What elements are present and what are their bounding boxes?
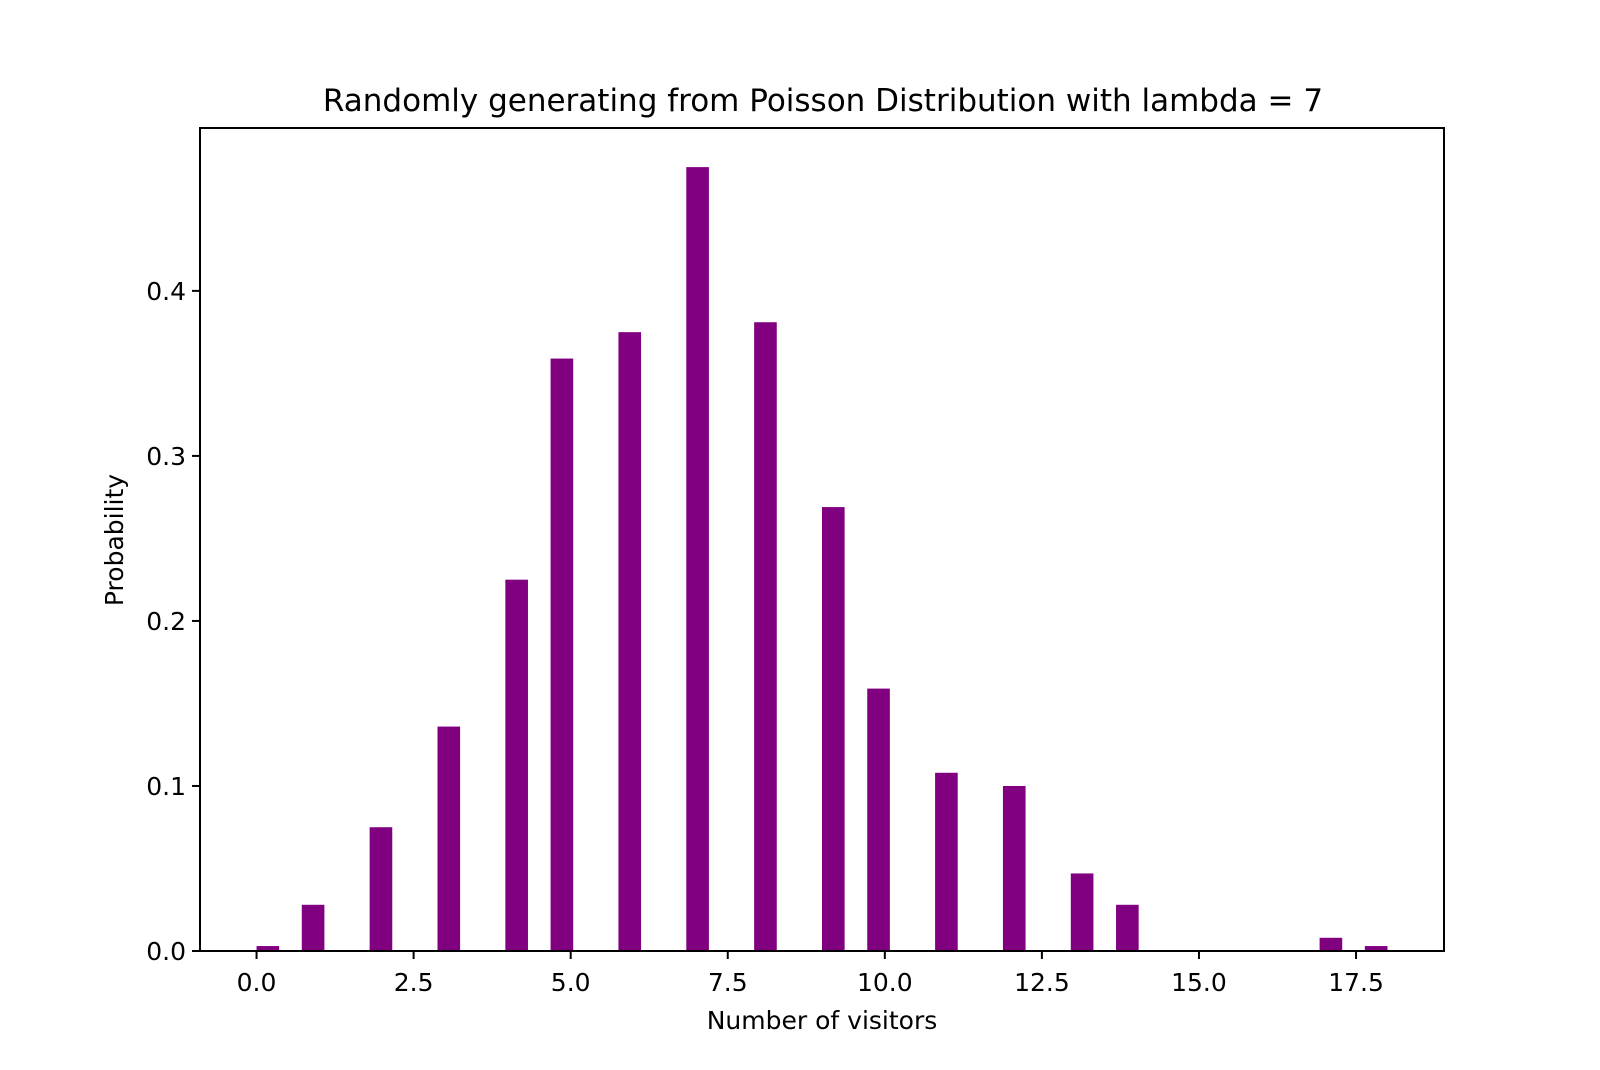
y-axis-label: Probability xyxy=(100,474,129,606)
bar-13 xyxy=(1070,873,1094,951)
bar-0 xyxy=(256,946,280,951)
y-tick-label: 0.4 xyxy=(146,277,186,306)
x-tick-label: 2.5 xyxy=(394,968,434,997)
bar-1 xyxy=(301,904,325,951)
bar-9 xyxy=(822,507,845,951)
bar-10 xyxy=(867,688,890,951)
x-tick-label: 5.0 xyxy=(551,968,591,997)
bar-14 xyxy=(1116,904,1139,951)
x-axis-label: Number of visitors xyxy=(707,1006,938,1035)
y-tick-label: 0.3 xyxy=(146,442,186,471)
plot-frame xyxy=(199,127,1445,952)
x-tick-label: 17.5 xyxy=(1328,968,1384,997)
bar-2 xyxy=(369,827,393,951)
y-tick-label: 0.0 xyxy=(146,937,186,966)
bar-8 xyxy=(754,322,777,951)
y-tick-label: 0.1 xyxy=(146,772,186,801)
y-tick-label: 0.2 xyxy=(146,607,186,636)
x-tick-label: 7.5 xyxy=(708,968,748,997)
bar-6 xyxy=(618,332,642,951)
bar-3 xyxy=(437,726,461,951)
bar-11 xyxy=(935,772,958,951)
x-axis-ticks: 0.0 2.5 5.0 7.5 10.0 12.5 15.0 17.5 xyxy=(237,951,1384,997)
bar-5 xyxy=(550,358,574,951)
y-axis-ticks: 0.0 0.1 0.2 0.3 0.4 xyxy=(146,277,200,966)
x-tick-label: 0.0 xyxy=(237,968,277,997)
x-tick-label: 15.0 xyxy=(1171,968,1227,997)
bars-layer xyxy=(256,167,1388,952)
bar-7 xyxy=(686,167,709,952)
bar-16 xyxy=(1364,946,1388,951)
bar-12 xyxy=(1002,785,1026,951)
x-tick-label: 10.0 xyxy=(857,968,913,997)
chart-title: Randomly generating from Poisson Distrib… xyxy=(323,83,1323,119)
x-tick-label: 12.5 xyxy=(1014,968,1070,997)
bar-4 xyxy=(505,579,528,951)
bar-15 xyxy=(1319,937,1343,951)
